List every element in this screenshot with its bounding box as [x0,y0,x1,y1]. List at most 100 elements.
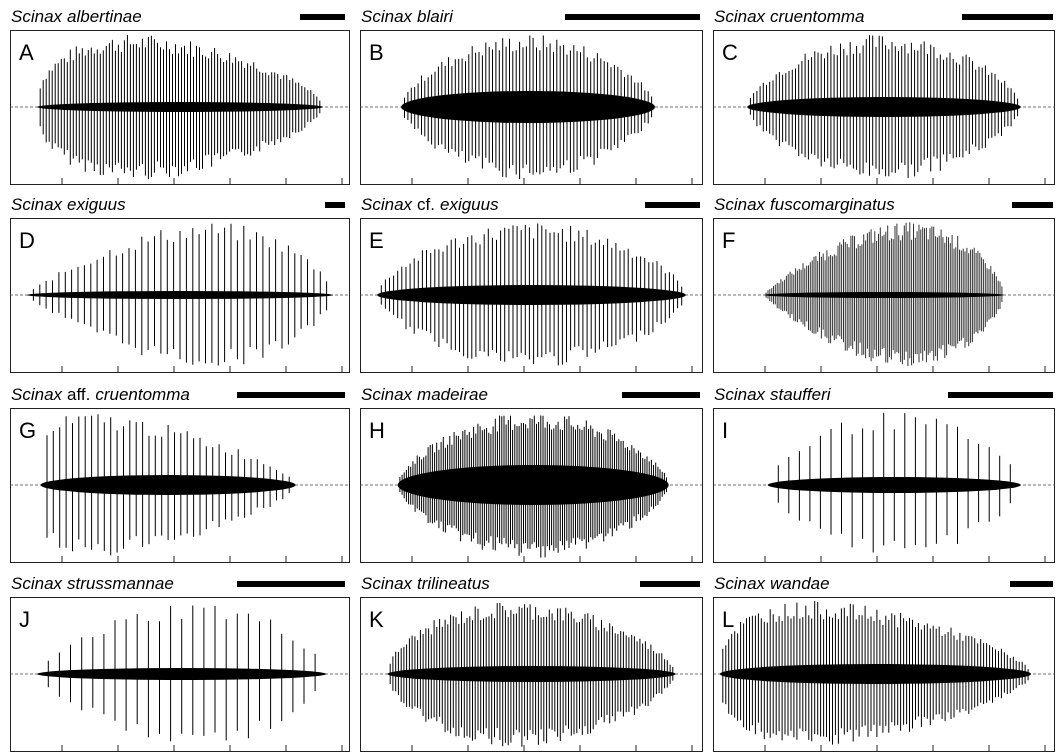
epithet: trilineatus [417,574,490,593]
waveform-core [747,97,1021,117]
qualifier: cf. [417,195,435,214]
species-name: Scinax aff. cruentomma [11,385,190,404]
waveform-core [397,465,669,505]
genus: Scinax [714,195,766,214]
scale-bar [1012,202,1053,208]
genus: Scinax [11,195,63,214]
waveform-core [37,668,327,680]
scale-bar [237,581,345,587]
species-name: Scinax cruentomma [714,7,865,26]
epithet: cruentomma [770,7,864,26]
waveform-core [40,475,296,495]
panel: Scinax trilineatus K [360,574,703,752]
panel: Scinax staufferi I [713,385,1055,563]
panel-frame [360,597,703,752]
panel-letter: H [369,418,385,443]
species-name: Scinax strussmannae [11,574,174,593]
panel: Scinax blairi B [360,7,703,185]
epithet: fuscomarginatus [770,195,895,214]
panel-letter: G [19,418,36,443]
species-name: Scinax fuscomarginatus [714,195,895,214]
panel-frame [10,218,350,373]
waveform-core [377,285,686,305]
scale-bar [565,14,700,20]
genus: Scinax [714,7,766,26]
panel: Scinax exiguus D [10,195,350,373]
panel-letter: L [722,607,734,632]
panel: Scinax albertinae A [10,7,350,185]
genus: Scinax [11,574,63,593]
species-name: Scinax wandae [714,574,830,593]
scale-bar [640,581,700,587]
species-name: Scinax albertinae [11,7,142,26]
panel: Scinax cf. exiguus E [360,195,703,373]
genus: Scinax [11,385,63,404]
panel: Scinax strussmannae J [10,574,350,752]
panel-letter: F [722,228,735,253]
scale-bar [300,14,345,20]
species-name: Scinax staufferi [714,385,832,404]
waveform-core [764,292,1004,298]
epithet: wandae [770,574,830,593]
panel-letter: I [722,418,728,443]
panel: Scinax aff. cruentomma G [10,385,350,563]
genus: Scinax [361,574,413,593]
panel-letter: C [722,40,738,65]
panel: Scinax cruentomma C [713,7,1055,185]
panel-frame [360,408,703,563]
panel-frame [10,597,350,752]
scale-bar [645,202,700,208]
panel-frame [713,597,1055,752]
panel: Scinax fuscomarginatus F [713,195,1055,373]
waveform-core [767,477,1021,493]
epithet: staufferi [770,385,832,404]
epithet: blairi [417,7,454,26]
scale-bar [962,14,1053,20]
panel-letter: K [369,607,384,632]
waveform-core [387,666,676,682]
panel-frame [713,218,1055,373]
panel-frame [713,408,1055,563]
epithet: albertinae [67,7,142,26]
genus: Scinax [361,195,413,214]
genus: Scinax [714,574,766,593]
panel-letter: J [19,607,30,632]
panel-frame [360,218,703,373]
panel-letter: E [369,228,384,253]
scale-bar [1010,581,1053,587]
panel-letter: A [19,40,34,65]
species-name: Scinax exiguus [11,195,126,214]
panel-frame [10,30,350,185]
genus: Scinax [361,385,413,404]
panel: Scinax madeirae H [360,385,703,563]
epithet: strussmannae [67,574,174,593]
waveform-core [27,291,333,299]
epithet: exiguus [440,195,499,214]
panel-letter: D [19,228,35,253]
species-name: Scinax trilineatus [361,574,490,593]
waveform-core [401,91,655,123]
panel-frame [360,30,703,185]
species-name: Scinax blairi [361,7,454,26]
waveform-core [37,102,323,112]
scale-bar [948,392,1053,398]
epithet: cruentomma [95,385,189,404]
panel-frame [10,408,350,563]
scale-bar [237,392,345,398]
species-name: Scinax madeirae [361,385,488,404]
epithet: madeirae [417,385,488,404]
panel-letter: B [369,40,384,65]
genus: Scinax [11,7,63,26]
panel-frame [713,30,1055,185]
genus: Scinax [714,385,766,404]
panel: Scinax wandae L [713,574,1055,752]
scale-bar [325,202,345,208]
species-name: Scinax cf. exiguus [361,195,499,214]
scale-bar [622,392,700,398]
waveform-core [719,664,1032,684]
qualifier: aff. [67,385,90,404]
genus: Scinax [361,7,413,26]
epithet: exiguus [67,195,126,214]
